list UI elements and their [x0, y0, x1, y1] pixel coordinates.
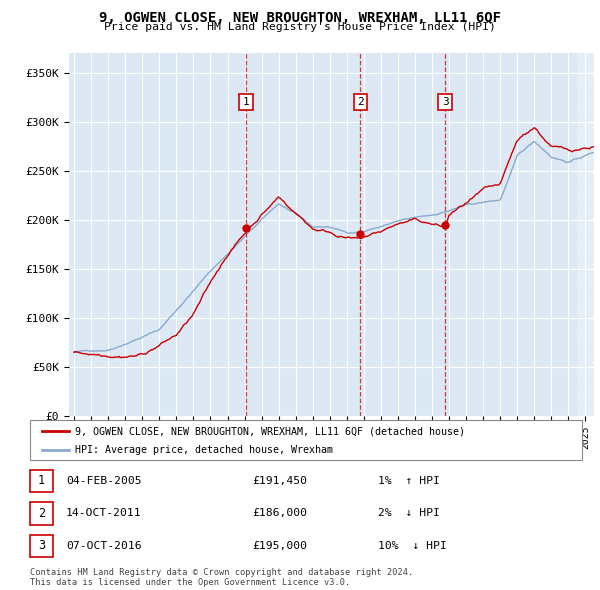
Text: HPI: Average price, detached house, Wrexham: HPI: Average price, detached house, Wrex…	[75, 445, 333, 455]
Text: 1: 1	[38, 474, 45, 487]
Text: 2%  ↓ HPI: 2% ↓ HPI	[378, 509, 440, 518]
Text: 10%  ↓ HPI: 10% ↓ HPI	[378, 541, 447, 550]
Text: 2: 2	[38, 507, 45, 520]
Text: 3: 3	[442, 97, 449, 107]
Bar	[577, 53, 594, 416]
Text: 1%  ↑ HPI: 1% ↑ HPI	[378, 476, 440, 486]
Text: £191,450: £191,450	[252, 476, 307, 486]
Text: 9, OGWEN CLOSE, NEW BROUGHTON, WREXHAM, LL11 6QF (detached house): 9, OGWEN CLOSE, NEW BROUGHTON, WREXHAM, …	[75, 427, 465, 437]
Text: 9, OGWEN CLOSE, NEW BROUGHTON, WREXHAM, LL11 6QF: 9, OGWEN CLOSE, NEW BROUGHTON, WREXHAM, …	[99, 11, 501, 25]
Text: 2: 2	[357, 97, 364, 107]
Text: 07-OCT-2016: 07-OCT-2016	[66, 541, 142, 550]
Text: £186,000: £186,000	[252, 509, 307, 518]
Text: 14-OCT-2011: 14-OCT-2011	[66, 509, 142, 518]
Text: Price paid vs. HM Land Registry's House Price Index (HPI): Price paid vs. HM Land Registry's House …	[104, 22, 496, 32]
Text: 3: 3	[38, 539, 45, 552]
Text: Contains HM Land Registry data © Crown copyright and database right 2024.
This d: Contains HM Land Registry data © Crown c…	[30, 568, 413, 587]
Text: 04-FEB-2005: 04-FEB-2005	[66, 476, 142, 486]
Text: £195,000: £195,000	[252, 541, 307, 550]
Text: 1: 1	[243, 97, 250, 107]
